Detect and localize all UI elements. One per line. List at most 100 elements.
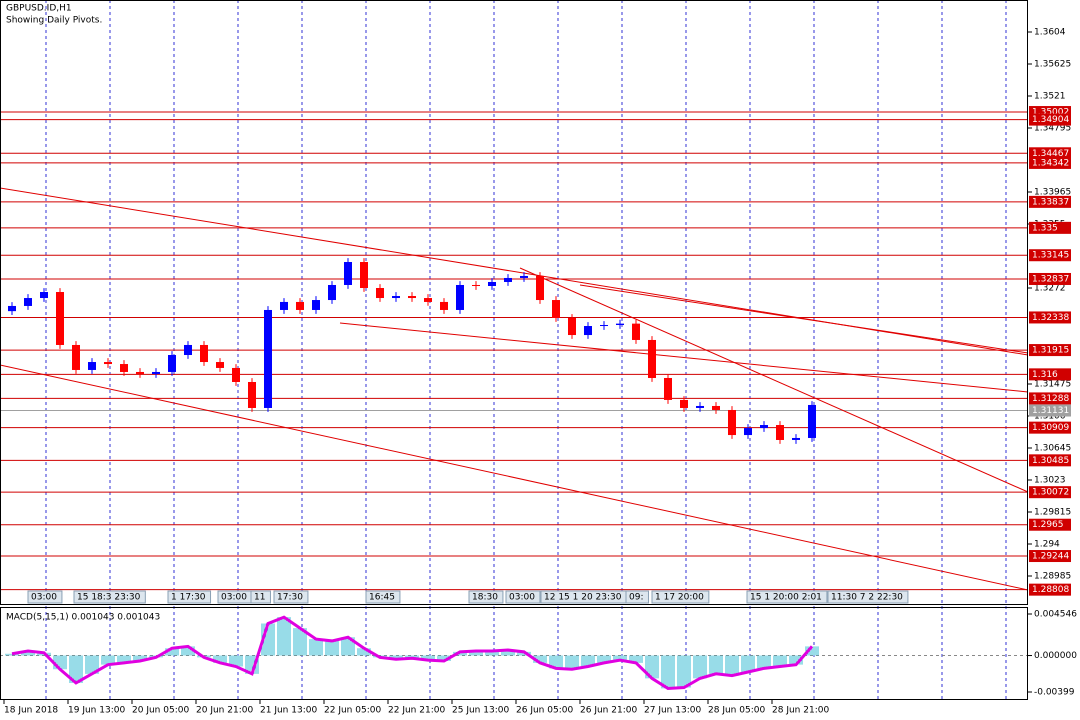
candle-body <box>136 371 144 374</box>
candle-body <box>88 362 96 370</box>
pivot-label-box <box>1029 368 1071 381</box>
candle-body <box>360 262 368 288</box>
candle-body <box>264 309 272 408</box>
candle-body <box>488 281 496 286</box>
candle-body <box>680 399 688 408</box>
pivot-label-box <box>1029 221 1071 234</box>
event-label-box <box>250 590 271 604</box>
candle-body <box>616 323 624 326</box>
candle-body <box>248 381 256 408</box>
event-label: 18:30 <box>472 593 498 603</box>
x-tick-label: 18 Jun 2018 <box>4 706 58 716</box>
candle-body <box>184 344 192 356</box>
pivot-label-box <box>1029 113 1071 126</box>
pivot-label: 1.28808 <box>1032 585 1069 595</box>
macd-title: MACD(5,15,1) 0.001043 0.001043 <box>6 613 160 623</box>
pivot-label: 1.30072 <box>1032 488 1069 498</box>
candle-body <box>312 300 320 310</box>
pivot-label-box <box>1029 486 1071 499</box>
candle-body <box>376 288 384 299</box>
y-tick-label: 1.33965 <box>1034 188 1071 198</box>
x-tick-label: 26 Jun 21:00 <box>580 706 637 716</box>
event-label-box <box>468 590 504 604</box>
x-tick-label: 27 Jun 13:00 <box>644 706 701 716</box>
current-price-label: 1.31131 <box>1032 406 1069 416</box>
y-tick-label: 0.000000 <box>1034 651 1077 661</box>
pivot-label-box <box>1029 344 1071 357</box>
x-tick-label: 28 Jun 05:00 <box>708 706 765 716</box>
candle-body <box>584 326 592 336</box>
candle-body <box>760 425 768 429</box>
event-label: 15 18:3 23:30 <box>77 593 141 603</box>
trend-line <box>519 267 1029 493</box>
y-tick-label: 1.3604 <box>1034 28 1066 38</box>
event-label: 1 17:30 <box>171 593 206 603</box>
x-tick-label: 19 Jun 13:00 <box>68 706 125 716</box>
candle-body <box>808 404 816 438</box>
candle-body <box>440 301 448 310</box>
pivot-label-box <box>1029 156 1071 169</box>
pivot-label: 1.31915 <box>1032 346 1069 356</box>
candle-body <box>120 364 128 372</box>
candle-body <box>696 405 704 408</box>
event-label: 12 15 1 20 23:30 <box>544 593 622 603</box>
candle-body <box>520 275 528 278</box>
pivot-label-box <box>1029 195 1071 208</box>
candle-body <box>56 292 64 345</box>
grid-layer <box>0 0 1028 700</box>
pivot-label: 1.30485 <box>1032 456 1069 466</box>
plot-layer <box>5 258 819 690</box>
candle-body <box>536 275 544 301</box>
pivot-label-box <box>1029 550 1071 563</box>
x-tick-label: 20 Jun 21:00 <box>196 706 253 716</box>
event-label: 1 17 20:00 <box>655 593 704 603</box>
event-label: 03:00 <box>31 593 57 603</box>
trend-line <box>0 364 1029 591</box>
event-label-box <box>651 590 710 604</box>
event-label: 17:30 <box>277 593 303 603</box>
pivot-label: 1.34342 <box>1032 158 1069 168</box>
x-tick-label: 22 Jun 05:00 <box>324 706 381 716</box>
pivot-label-box <box>1029 518 1071 531</box>
candle-body <box>472 284 480 286</box>
event-label: 03:00 <box>509 593 535 603</box>
pivot-label-box <box>1029 147 1071 160</box>
macd-frame <box>0 607 1028 700</box>
pivot-label: 1.35002 <box>1032 108 1069 118</box>
pivot-label: 1.335 <box>1032 223 1058 233</box>
y-tick-label: 1.34795 <box>1034 124 1071 134</box>
pivot-label-box <box>1029 249 1071 262</box>
trend-lines <box>0 187 1029 591</box>
candle-body <box>664 377 672 400</box>
candle-body <box>392 296 400 299</box>
candle-body <box>456 284 464 310</box>
pivot-label-box <box>1029 392 1071 405</box>
pivot-label: 1.316 <box>1032 370 1058 380</box>
candle-body <box>104 362 112 365</box>
y-tick-label: -0.00399 <box>1034 688 1075 698</box>
candle-body <box>24 298 32 306</box>
candle-body <box>296 301 304 310</box>
candle-body <box>8 305 16 312</box>
event-label-box <box>73 590 146 604</box>
y-tick-label: 1.294 <box>1034 540 1060 550</box>
event-label: 09: <box>629 593 643 603</box>
pivot-label-box <box>1029 311 1071 324</box>
x-tick-label: 22 Jun 21:00 <box>388 706 445 716</box>
event-label-box <box>27 590 63 604</box>
candle-body <box>200 344 208 363</box>
event-label-box <box>746 590 828 604</box>
candle-body <box>328 284 336 301</box>
pivot-label: 1.33145 <box>1032 251 1069 261</box>
event-label-box <box>273 590 309 604</box>
event-label-box <box>625 590 649 604</box>
y-tick-label: 1.29815 <box>1034 508 1071 518</box>
x-tick-label: 25 Jun 13:00 <box>452 706 509 716</box>
pivot-label: 1.33837 <box>1032 197 1069 207</box>
event-label: 11 <box>254 593 265 603</box>
y-tick-label: 1.31475 <box>1034 380 1071 390</box>
pivot-label-box <box>1029 583 1071 596</box>
pivot-label: 1.32338 <box>1032 313 1069 323</box>
candle-body <box>216 362 224 368</box>
